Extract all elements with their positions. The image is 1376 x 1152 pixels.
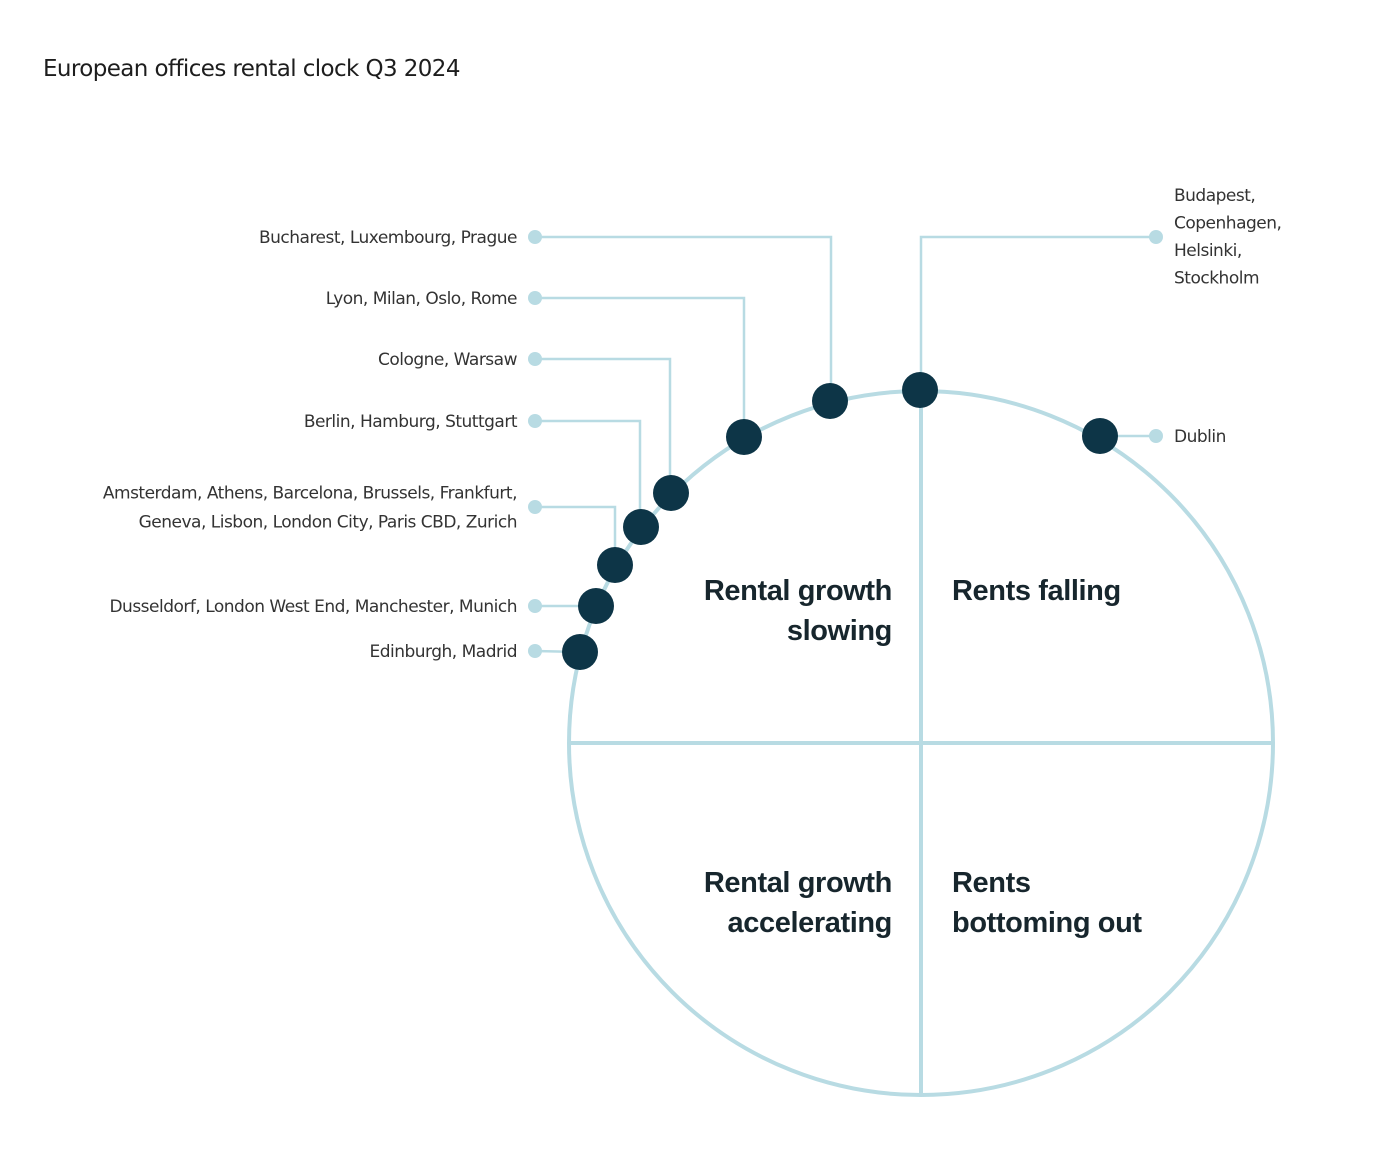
city-group-label-line: Cologne, Warsaw: [378, 350, 518, 370]
quadrant-label-line: bottoming out: [952, 907, 1142, 939]
leader-line: [535, 235, 833, 401]
city-group-label-line: Lyon, Milan, Oslo, Rome: [326, 289, 517, 309]
quadrant-label-line: slowing: [787, 615, 892, 647]
leader-line: [535, 505, 617, 565]
city-group-dot: [1082, 418, 1118, 454]
city-group-label-line: Geneva, Lisbon, London City, Paris CBD, …: [139, 513, 517, 533]
quadrant-label-line: Rents: [952, 867, 1031, 899]
chart-title: European offices rental clock Q3 2024: [43, 56, 460, 82]
city-labels: Bucharest, Luxembourg, Prague Lyon, Milan…: [103, 186, 1282, 662]
quadrant-label-line: Rental growth: [704, 867, 892, 899]
city-group-label: Dusseldorf, London West End, Manchester,…: [109, 597, 517, 617]
city-group-dot: [562, 634, 598, 670]
city-group-label-line: Amsterdam, Athens, Barcelona, Brussels, …: [103, 484, 517, 504]
label-marker: [1149, 429, 1163, 443]
city-group-label: Budapest, Copenhagen, Helsinki, Stockholm: [1174, 186, 1281, 289]
quadrant-label-line: accelerating: [728, 907, 892, 939]
quadrant-label-bottom-right: Rents bottoming out: [952, 867, 1142, 939]
city-group-label-line: Helsinki,: [1174, 241, 1242, 261]
city-group-label-line: Dusseldorf, London West End, Manchester,…: [109, 597, 517, 617]
quadrant-label-bottom-left: Rental growth accelerating: [704, 867, 892, 939]
leader-line: [535, 296, 746, 437]
leader-line: [535, 419, 642, 527]
label-marker: [528, 230, 542, 244]
quadrant-labels: Rental growth slowing Rents falling Rental …: [704, 575, 1143, 939]
label-marker: [528, 352, 542, 366]
quadrant-label-line: Rents falling: [952, 575, 1121, 607]
city-group-label: Amsterdam, Athens, Barcelona, Brussels, …: [103, 484, 517, 533]
city-group-label: Cologne, Warsaw: [378, 350, 518, 370]
label-marker: [1149, 230, 1163, 244]
label-marker: [528, 599, 542, 613]
city-group-label-line: Copenhagen,: [1174, 214, 1281, 234]
label-marker: [528, 500, 542, 514]
city-group-label: Lyon, Milan, Oslo, Rome: [326, 289, 517, 309]
city-group-label-line: Dublin: [1174, 427, 1226, 447]
city-group-label: Dublin: [1174, 427, 1226, 447]
city-group-label: Edinburgh, Madrid: [369, 642, 517, 662]
city-group-dot: [578, 588, 614, 624]
leader-lines: [528, 230, 1163, 658]
city-group-label-line: Stockholm: [1174, 269, 1259, 289]
city-group-dot: [902, 372, 938, 408]
city-dots: [562, 372, 1118, 670]
quadrant-label-line: Rental growth: [704, 575, 892, 607]
city-group-label: Berlin, Hamburg, Stuttgart: [304, 412, 518, 432]
city-group-dot: [726, 419, 762, 455]
city-group-dot: [597, 547, 633, 583]
city-group-dot: [812, 383, 848, 419]
city-group-label-line: Budapest,: [1174, 186, 1255, 206]
city-group-dot: [653, 475, 689, 511]
label-marker: [528, 414, 542, 428]
leader-line: [919, 235, 1156, 390]
label-marker: [528, 291, 542, 305]
city-group-dot: [623, 509, 659, 545]
city-group-label: Bucharest, Luxembourg, Prague: [259, 228, 517, 248]
quadrant-label-top-right: Rents falling: [952, 575, 1121, 607]
leader-line: [535, 357, 672, 493]
city-group-label-line: Bucharest, Luxembourg, Prague: [259, 228, 517, 248]
city-group-label-line: Berlin, Hamburg, Stuttgart: [304, 412, 518, 432]
city-group-label-line: Edinburgh, Madrid: [369, 642, 517, 662]
label-marker: [528, 644, 542, 658]
quadrant-label-top-left: Rental growth slowing: [704, 575, 892, 647]
